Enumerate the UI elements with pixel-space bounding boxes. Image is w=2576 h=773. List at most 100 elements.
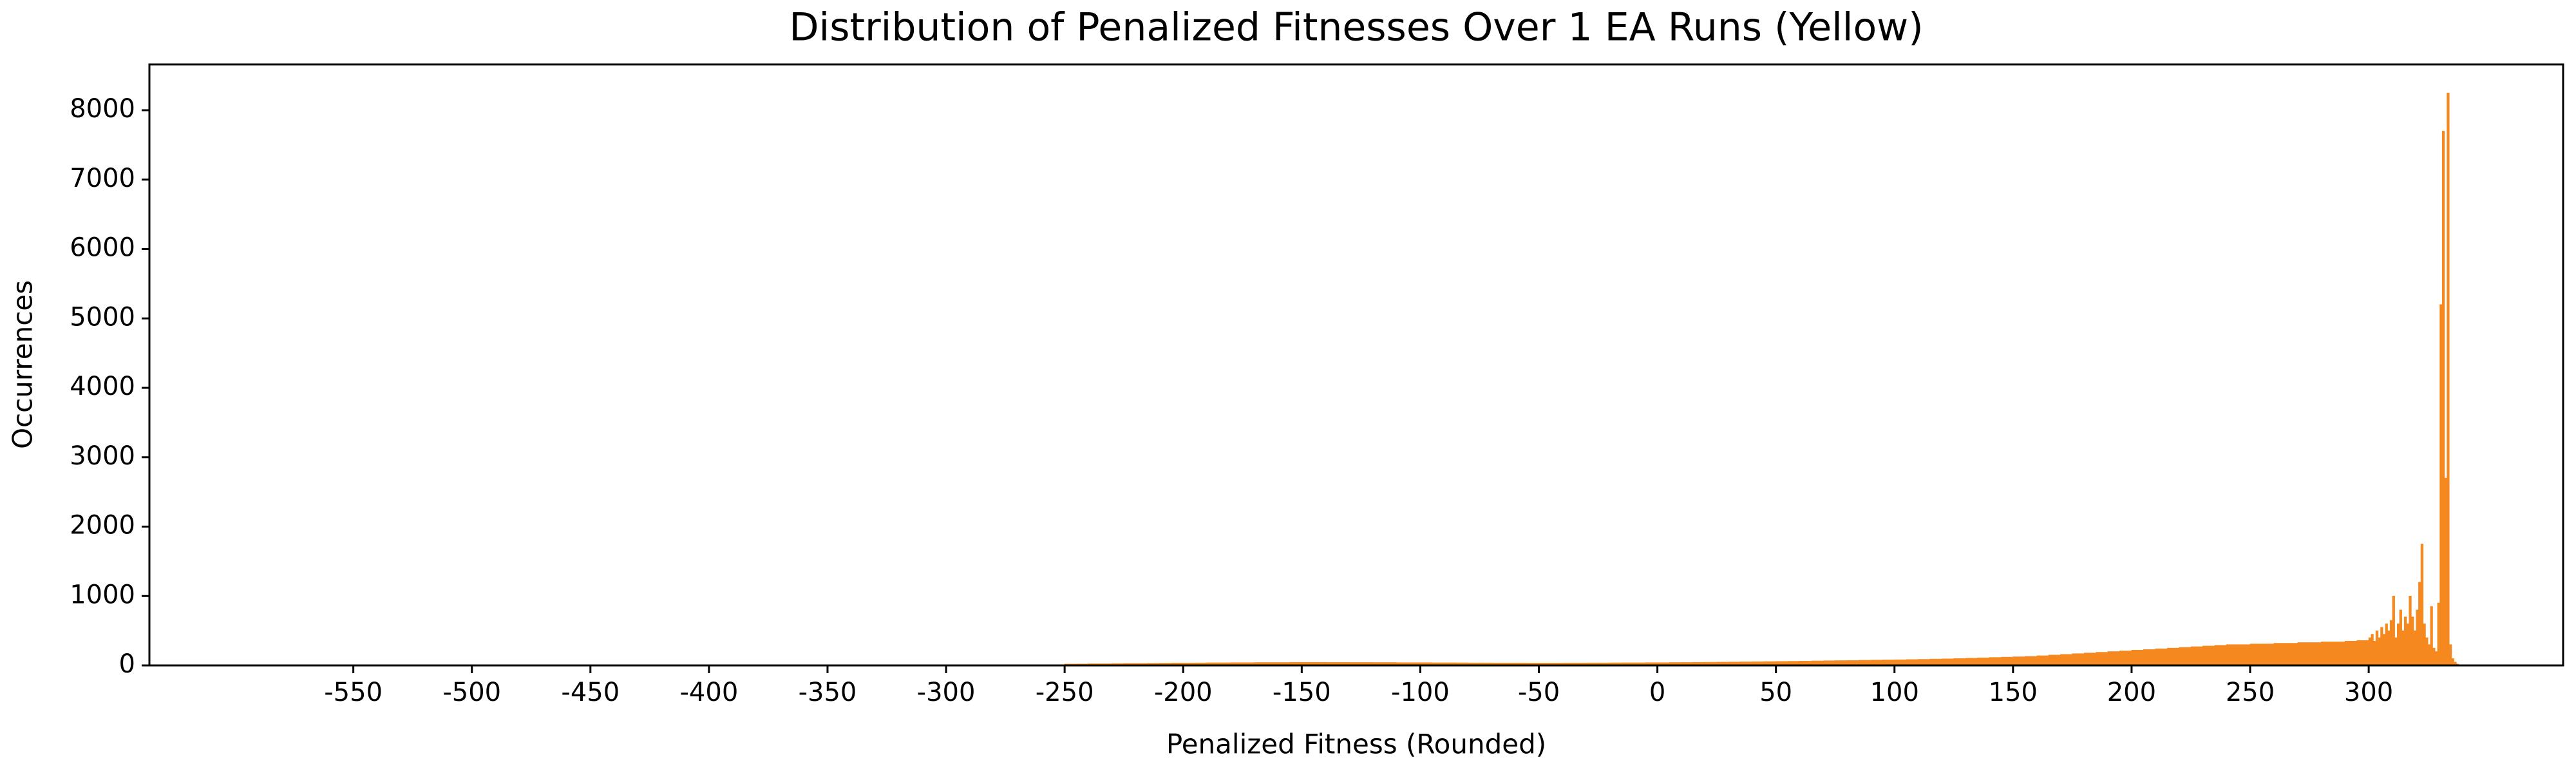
histogram-bar xyxy=(2373,640,2376,666)
histogram-bar xyxy=(2060,654,2073,666)
x-tick-label: -200 xyxy=(1154,678,1213,707)
histogram-bar xyxy=(2444,477,2447,666)
y-tick-label: 7000 xyxy=(70,164,135,193)
y-tick-label: 2000 xyxy=(70,511,135,540)
histogram-bar xyxy=(2447,92,2450,666)
y-tick-label: 4000 xyxy=(70,372,135,401)
histogram-bar xyxy=(2451,658,2454,666)
histogram-bar xyxy=(2119,651,2132,666)
histogram-bar xyxy=(2389,620,2393,666)
chart-title: Distribution of Penalized Fitnesses Over… xyxy=(789,5,1923,50)
histogram-bar xyxy=(2448,644,2452,666)
histogram-bar xyxy=(2321,642,2334,666)
histogram-bar xyxy=(2396,624,2400,666)
histogram-bar xyxy=(2012,656,2025,666)
x-tick-label: -300 xyxy=(917,678,976,707)
histogram-bar xyxy=(2437,602,2440,666)
x-tick-label: -400 xyxy=(679,678,738,707)
x-tick-label: 150 xyxy=(1989,678,2038,707)
histogram-bar xyxy=(1965,658,1978,666)
histogram-bar xyxy=(2420,544,2424,666)
histogram-bar xyxy=(2262,644,2275,666)
histogram-bar xyxy=(2273,643,2286,666)
histogram-bar xyxy=(2202,645,2215,666)
histogram-bar xyxy=(2371,634,2374,666)
histogram-bar xyxy=(2072,653,2085,666)
x-tick-label: -150 xyxy=(1273,678,1331,707)
bars xyxy=(1064,92,2459,666)
histogram-bar xyxy=(2439,304,2443,666)
histogram-bar xyxy=(2399,609,2402,666)
histogram-bar xyxy=(2430,606,2433,666)
histogram-bar xyxy=(2166,647,2179,666)
x-tick-label: 50 xyxy=(1759,678,1792,707)
y-tick-label: 3000 xyxy=(70,441,135,471)
y-tick-label: 6000 xyxy=(70,233,135,263)
x-axis-label: Penalized Fitness (Rounded) xyxy=(1166,729,1546,760)
x-tick-label: 0 xyxy=(1649,678,1665,707)
x-tick-label: -100 xyxy=(1391,678,1450,707)
histogram-bar xyxy=(1989,657,2002,666)
histogram-bar xyxy=(2143,649,2156,666)
histogram-bar xyxy=(2418,582,2421,666)
histogram-bar xyxy=(2155,648,2168,666)
x-tick-label: -50 xyxy=(1518,678,1560,707)
histogram-bar xyxy=(2378,637,2381,666)
x-tick-label: -250 xyxy=(1036,678,1094,707)
histogram-bar xyxy=(2401,630,2405,666)
x-tick-label: -350 xyxy=(799,678,857,707)
x-tick-label: -550 xyxy=(324,678,383,707)
y-axis-label: Occurrences xyxy=(7,280,39,449)
x-tick-label: 250 xyxy=(2226,678,2275,707)
histogram-bar xyxy=(2382,634,2386,666)
histogram-bar xyxy=(2249,644,2262,666)
histogram-bar xyxy=(2406,624,2409,666)
histogram-bar xyxy=(2309,642,2322,666)
histogram-bar xyxy=(2411,616,2414,666)
histogram-bar xyxy=(2001,656,2014,666)
histogram-bar xyxy=(2404,616,2407,666)
histogram-bar xyxy=(2214,645,2227,666)
histogram-bar xyxy=(2427,644,2431,666)
histogram-bar xyxy=(2394,637,2398,666)
x-tick-label: -500 xyxy=(442,678,501,707)
histogram-bar xyxy=(2036,655,2049,666)
y-tick-label: 0 xyxy=(119,649,135,679)
histogram-bar xyxy=(2297,642,2310,666)
histogram-bar xyxy=(2333,642,2345,666)
histogram-bar xyxy=(2096,652,2108,666)
histogram-bar xyxy=(2344,640,2357,666)
histogram-bar xyxy=(2179,647,2192,666)
histogram-bar xyxy=(1977,657,1990,666)
histogram-bar xyxy=(2423,624,2426,666)
x-tick-label: 300 xyxy=(2344,678,2393,707)
x-tick-label: 100 xyxy=(1870,678,1919,707)
plot-frame xyxy=(148,63,2564,667)
histogram-bar xyxy=(2107,651,2120,666)
histogram-bar xyxy=(2434,651,2438,666)
histogram-bar xyxy=(2441,131,2445,666)
histogram-bar xyxy=(2392,595,2395,666)
histogram-bar xyxy=(1953,658,1966,666)
histogram-bar xyxy=(1942,658,1955,666)
histogram-bar xyxy=(2368,637,2372,666)
histogram-bar xyxy=(2416,609,2419,666)
histogram-bar xyxy=(2048,654,2061,666)
histogram-bar xyxy=(2387,630,2391,666)
histogram-bar xyxy=(2190,646,2203,666)
x-tick-label: 200 xyxy=(2107,678,2156,707)
histogram-bar xyxy=(2385,624,2388,666)
histogram-bar xyxy=(2238,644,2251,666)
histogram-bar xyxy=(2285,643,2298,666)
histogram-bar xyxy=(2409,595,2412,666)
histogram-bar xyxy=(2083,653,2096,666)
histogram-bar xyxy=(2425,637,2429,666)
histogram-bar xyxy=(2024,656,2037,666)
y-tick-label: 8000 xyxy=(70,94,135,124)
y-tick-label: 1000 xyxy=(70,580,135,609)
histogram-bar xyxy=(2432,647,2436,666)
histogram-bar xyxy=(2131,649,2144,666)
histogram-bar xyxy=(2375,630,2379,666)
